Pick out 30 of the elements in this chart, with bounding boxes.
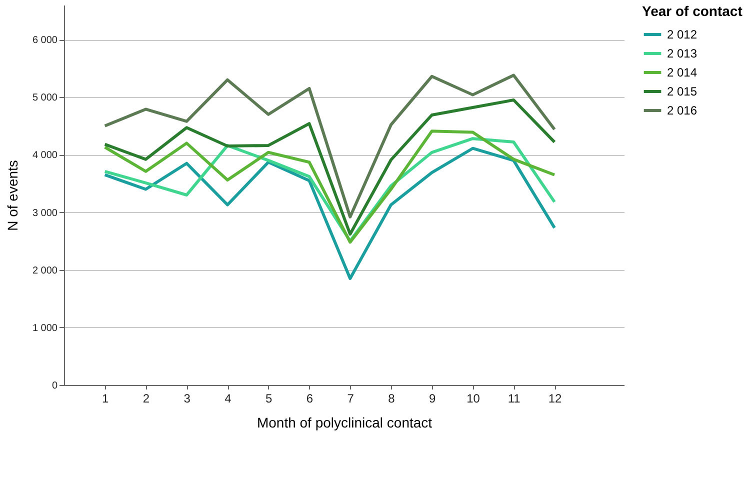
legend-label: 2 012 (667, 28, 698, 42)
x-tick-label: 6 (306, 392, 314, 406)
legend-title: Year of contact (642, 3, 743, 19)
x-tick-label: 10 (466, 392, 480, 406)
line-series (103, 146, 556, 280)
x-axis-title: Month of polyclinical contact (256, 414, 432, 430)
x-tick-label: 7 (347, 392, 354, 406)
y-tick-label: 0 (52, 380, 58, 392)
y-tick-label: 5 000 (32, 92, 58, 104)
line-series (103, 74, 556, 218)
y-tick-label: 1 000 (32, 322, 58, 334)
y-axis-title: N of events (4, 160, 20, 231)
x-tick-label: 5 (266, 392, 273, 406)
x-tick-label: 12 (548, 392, 562, 406)
x-tick-label: 8 (388, 392, 396, 406)
y-tick-label: 4 000 (32, 150, 58, 162)
x-tick-label: 3 (184, 392, 191, 406)
legend-label: 2 015 (667, 84, 698, 98)
legend-label: 2 014 (667, 66, 698, 80)
legend-label: 2 013 (667, 46, 698, 60)
y-tick-label: 6 000 (32, 35, 58, 46)
x-tick-label: 1 (102, 392, 110, 406)
x-tick-label: 4 (224, 392, 232, 406)
x-tick-label: 9 (429, 392, 436, 406)
x-tick-label: 11 (508, 392, 521, 406)
legend-label: 2 016 (667, 104, 698, 118)
y-tick-label: 2 000 (32, 265, 58, 276)
x-tick-label: 2 (142, 392, 150, 406)
y-tick-label: 3 000 (32, 208, 58, 219)
line-series (103, 98, 556, 236)
